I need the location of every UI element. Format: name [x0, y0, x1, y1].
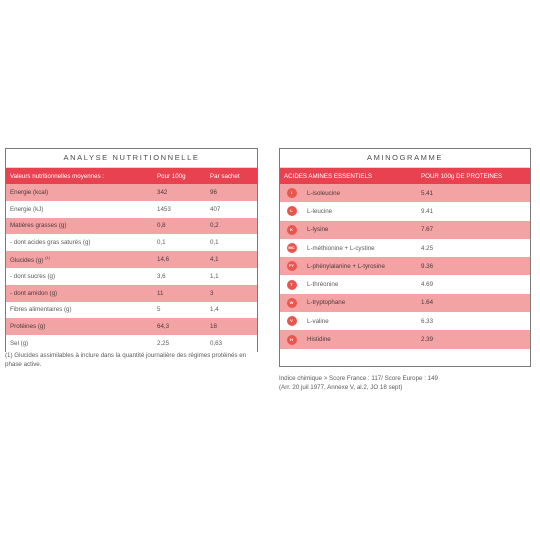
aminogramme-header-row: ACIDES AMINES ESSENTIELS POUR 100g DE PR… — [280, 168, 530, 184]
nutrition-row: Sel (g) 2,25 0,63 — [6, 335, 257, 352]
amino-acid-name: L-lysine — [303, 220, 417, 239]
value-per-100g: 3,6 — [153, 267, 206, 285]
value-per-100g: 2,25 — [153, 335, 206, 352]
amino-acid-row: MC L-méthionine + L-cystine 4.25 — [280, 238, 530, 258]
value-per-sachet: 18 — [206, 318, 257, 336]
amino-acid-value: 4.25 — [417, 238, 530, 258]
nutrient-label: Energie (kcal) — [6, 184, 153, 201]
amino-acid-icon: K — [286, 224, 297, 235]
value-per-100g: 1453 — [153, 200, 206, 218]
nutrition-row: - dont amidon (g) 11 3 — [6, 284, 257, 302]
amino-acid-icon: H — [286, 334, 297, 345]
nutrient-label: Sel (g) — [6, 335, 153, 352]
nutrition-row: Matières grasses (g) 0,8 0,2 — [6, 217, 257, 235]
chemical-index-line: Indice chimique > Score France : 117/ Sc… — [279, 375, 438, 382]
nutrition-header-row: Valeurs nutritionnelles moyennes : Pour … — [6, 168, 257, 184]
nutrition-row: - dont acides gras saturés (g) 0,1 0,1 — [6, 234, 257, 252]
nutrition-row: Energie (kJ) 1453 407 — [6, 200, 257, 218]
value-per-100g: 342 — [153, 184, 206, 201]
glucides-footnote: (1) Glucides assimilables à inclure dans… — [5, 352, 247, 368]
aminogramme-header-acids: ACIDES AMINES ESSENTIELS — [280, 168, 417, 184]
amino-acid-icon: T — [286, 279, 297, 290]
regulation-reference-line: (Arr. 20 juil 1977, Annexe V, al.2, JO 1… — [279, 383, 403, 391]
amino-acid-value: 1.64 — [417, 293, 530, 313]
nutrition-table: Valeurs nutritionnelles moyennes : Pour … — [6, 168, 257, 352]
nutrient-label: Energie (kJ) — [6, 200, 153, 218]
nutrition-title: ANALYSE NUTRITIONNELLE — [6, 149, 257, 168]
value-per-sachet: 96 — [206, 184, 257, 201]
aminogramme-table: ACIDES AMINES ESSENTIELS POUR 100g DE PR… — [280, 168, 530, 349]
amino-acid-name: L-isoleucine — [303, 184, 417, 203]
amino-acid-row: W L-tryptophane 1.64 — [280, 293, 530, 313]
aminogramme-title: AMINOGRAMME — [280, 149, 530, 168]
nutrition-header-per100: Pour 100g — [153, 168, 206, 184]
value-per-sachet: 1,4 — [206, 301, 257, 319]
amino-acid-name: L-leucine — [303, 202, 417, 221]
amino-acid-icon: I — [286, 188, 297, 199]
amino-acid-value: 5.41 — [417, 184, 530, 203]
amino-acid-row: V L-valine 6.33 — [280, 312, 530, 331]
amino-acid-name: L-tryptophane — [303, 293, 417, 313]
amino-acid-icon: MC — [286, 243, 297, 254]
nutrition-header-label: Valeurs nutritionnelles moyennes : — [6, 168, 153, 184]
nutrition-header-sachet: Par sachet — [206, 168, 257, 184]
amino-acid-value: 7.67 — [417, 220, 530, 239]
amino-acid-value: 4.69 — [417, 275, 530, 294]
amino-acid-name: L-phénylalanine + L-tyrosine — [303, 257, 417, 276]
amino-acid-row: K L-lysine 7.67 — [280, 220, 530, 239]
footnote-marker: (1) — [45, 255, 50, 261]
value-per-sachet: 407 — [206, 200, 257, 218]
nutrient-label: - dont acides gras saturés (g) — [6, 234, 153, 252]
amino-acid-row: I L-isoleucine 5.41 — [280, 184, 530, 203]
amino-acid-row: T L-thréonine 4.69 — [280, 275, 530, 294]
nutrition-panel: ANALYSE NUTRITIONNELLE Valeurs nutrition… — [5, 148, 258, 352]
value-per-sachet: 0,1 — [206, 234, 257, 252]
amino-acid-name: L-thréonine — [303, 275, 417, 294]
nutrition-row: - dont sucres (g) 3,6 1,1 — [6, 267, 257, 285]
value-per-100g: 0,8 — [153, 217, 206, 235]
amino-acid-name: Histidine — [303, 330, 417, 349]
chemical-index-note: Indice chimique > Score France : 117/ Sc… — [279, 375, 529, 392]
amino-acid-icon: FY — [286, 261, 297, 272]
amino-acid-row: L L-leucine 9.41 — [280, 202, 530, 221]
amino-acid-icon: V — [286, 316, 297, 327]
value-per-100g: 14,6 — [153, 251, 206, 268]
value-per-100g: 64,3 — [153, 318, 206, 336]
amino-acid-icon: W — [286, 297, 297, 308]
value-per-100g: 11 — [153, 284, 206, 302]
value-per-sachet: 0,63 — [206, 335, 257, 352]
nutrient-label: Fibres alimentaires (g) — [6, 301, 153, 319]
amino-acid-name: L-méthionine + L-cystine — [303, 238, 417, 258]
value-per-100g: 5 — [153, 301, 206, 319]
aminogramme-header-value: POUR 100g DE PROTEINES — [417, 168, 530, 184]
amino-acid-value: 9.36 — [417, 257, 530, 276]
nutrient-label: Protéines (g) — [6, 318, 153, 336]
amino-acid-name: L-valine — [303, 312, 417, 331]
value-per-sachet: 0,2 — [206, 217, 257, 235]
nutrient-label: - dont amidon (g) — [6, 284, 153, 302]
amino-acid-icon: L — [286, 206, 297, 217]
nutrition-row: Protéines (g) 64,3 18 — [6, 318, 257, 336]
value-per-100g: 0,1 — [153, 234, 206, 252]
nutrition-row: Glucides (g) (1) 14,6 4,1 — [6, 251, 257, 268]
nutrient-label: Matières grasses (g) — [6, 217, 153, 235]
value-per-sachet: 4,1 — [206, 251, 257, 268]
nutrition-row: Energie (kcal) 342 96 — [6, 184, 257, 201]
amino-acid-row: H Histidine 2.39 — [280, 330, 530, 349]
nutrient-label: - dont sucres (g) — [6, 267, 153, 285]
value-per-sachet: 1,1 — [206, 267, 257, 285]
aminogramme-panel: AMINOGRAMME ACIDES AMINES ESSENTIELS POU… — [279, 148, 531, 367]
amino-acid-value: 9.41 — [417, 202, 530, 221]
nutrition-row: Fibres alimentaires (g) 5 1,4 — [6, 301, 257, 319]
amino-acid-row: FY L-phénylalanine + L-tyrosine 9.36 — [280, 257, 530, 276]
amino-acid-value: 2.39 — [417, 330, 530, 349]
amino-acid-value: 6.33 — [417, 312, 530, 331]
value-per-sachet: 3 — [206, 284, 257, 302]
nutrient-label: Glucides (g) (1) — [6, 251, 153, 268]
